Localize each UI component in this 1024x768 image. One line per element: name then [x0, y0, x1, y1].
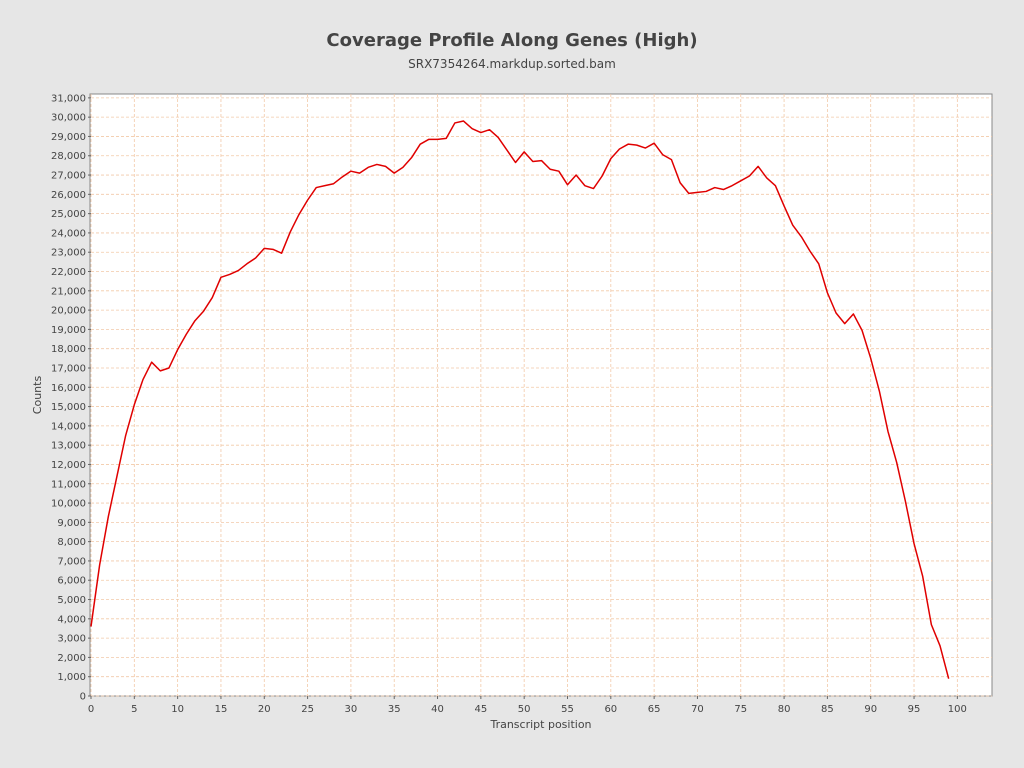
x-tick-label: 30 — [345, 704, 358, 715]
x-tick-label: 50 — [518, 704, 531, 715]
y-tick-label: 20,000 — [51, 306, 86, 317]
y-tick-label: 16,000 — [51, 383, 86, 394]
y-tick-label: 8,000 — [57, 537, 86, 548]
y-tick-label: 13,000 — [51, 441, 86, 452]
y-tick-label: 21,000 — [51, 286, 86, 297]
y-tick-label: 27,000 — [51, 171, 86, 182]
y-tick-label: 15,000 — [51, 402, 86, 413]
x-tick-label: 85 — [821, 704, 834, 715]
grid-lines — [90, 94, 992, 697]
y-tick-label: 17,000 — [51, 363, 86, 374]
y-tick-label: 3,000 — [57, 634, 86, 645]
y-tick-label: 4,000 — [57, 614, 86, 625]
y-tick-label: 12,000 — [51, 460, 86, 471]
y-tick-label: 6,000 — [57, 576, 86, 587]
y-tick-label: 0 — [80, 692, 86, 703]
series-line — [90, 120, 950, 679]
x-tick-label: 10 — [171, 704, 184, 715]
y-tick-label: 31,000 — [51, 93, 86, 104]
x-tick-label: 25 — [301, 704, 314, 715]
x-tick-label: 80 — [778, 704, 791, 715]
y-tick-label: 9,000 — [57, 518, 86, 529]
y-tick-label: 26,000 — [51, 190, 86, 201]
x-tick-label: 75 — [734, 704, 747, 715]
chart-title: Coverage Profile Along Genes (High) — [326, 30, 698, 51]
y-tick-label: 14,000 — [51, 421, 86, 432]
x-tick-label: 90 — [864, 704, 877, 715]
x-tick-label: 35 — [388, 704, 401, 715]
x-tick-label: 40 — [431, 704, 444, 715]
y-tick-label: 25,000 — [51, 209, 86, 220]
y-tick-label: 11,000 — [51, 479, 86, 490]
x-tick-label: 100 — [948, 704, 967, 715]
y-tick-label: 10,000 — [51, 499, 86, 510]
x-tick-label: 55 — [561, 704, 574, 715]
chart-subtitle: SRX7354264.markdup.sorted.bam — [408, 57, 616, 71]
y-tick-label: 5,000 — [57, 595, 86, 606]
y-axis-label: Counts — [31, 376, 44, 415]
y-tick-label: 22,000 — [51, 267, 86, 278]
y-tick-label: 2,000 — [57, 653, 86, 664]
y-tick-label: 7,000 — [57, 556, 86, 567]
x-tick-label: 45 — [474, 704, 487, 715]
y-tick-label: 29,000 — [51, 132, 86, 143]
x-tick-label: 0 — [88, 704, 94, 715]
x-axis-ticks: 0 5 10 15 20 25 30 35 40 45 50 55 60 65 70 75 80 85 90 95 10… — [88, 696, 967, 715]
y-tick-label: 1,000 — [57, 672, 86, 683]
y-tick-label: 30,000 — [51, 113, 86, 124]
y-axis-ticks: 0 1,000 2,000 3,000 4,000 5,000 6,000 7,000 8,00… — [51, 93, 91, 703]
plot-area — [89, 93, 993, 697]
x-tick-label: 60 — [604, 704, 617, 715]
x-axis-label: Transcript position — [489, 718, 591, 731]
y-tick-label: 28,000 — [51, 151, 86, 162]
x-tick-label: 15 — [215, 704, 228, 715]
x-tick-label: 65 — [648, 704, 661, 715]
y-tick-label: 23,000 — [51, 248, 86, 259]
x-tick-label: 70 — [691, 704, 704, 715]
y-tick-label: 19,000 — [51, 325, 86, 336]
x-tick-label: 5 — [131, 704, 137, 715]
x-tick-label: 20 — [258, 704, 271, 715]
y-tick-label: 18,000 — [51, 344, 86, 355]
y-tick-label: 24,000 — [51, 228, 86, 239]
x-tick-label: 95 — [908, 704, 921, 715]
